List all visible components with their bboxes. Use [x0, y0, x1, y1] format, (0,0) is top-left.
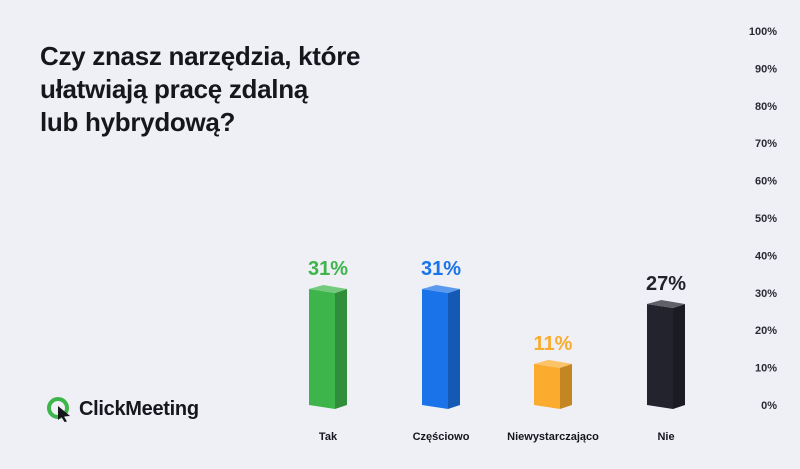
bars [309, 285, 685, 409]
bar-front-face [534, 363, 560, 409]
y-tick-label: 50% [755, 213, 777, 225]
y-tick-label: 60% [755, 176, 777, 188]
bar-front-face [309, 289, 335, 409]
brand-name: ClickMeeting [79, 397, 199, 420]
y-tick-label: 10% [755, 363, 777, 375]
y-tick-label: 0% [761, 400, 777, 412]
value-label: 27% [646, 273, 686, 295]
bar [647, 300, 685, 409]
chart-title-line: lub hybrydową? [40, 107, 236, 137]
bar-top-face [534, 359, 572, 368]
bar-front-face [422, 289, 448, 409]
value-label: 31% [421, 258, 461, 280]
bar-top-face [422, 285, 460, 294]
category-label: Tak [319, 431, 338, 443]
category-labels: Tak Częściowo Niewystarczająco Nie [319, 431, 675, 443]
value-label: 31% [308, 258, 348, 280]
bar-side-face [448, 289, 460, 409]
category-label: Nie [657, 431, 674, 443]
chart-title-line: ułatwiają pracę zdalną [40, 74, 308, 104]
brand-logo: ClickMeeting [46, 396, 199, 422]
bar-side-face [673, 304, 685, 409]
chart-title-line: Czy znasz narzędzia, które [40, 41, 361, 71]
y-tick-label: 20% [755, 325, 777, 337]
y-tick-label: 30% [755, 288, 777, 300]
category-label: Niewystarczająco [507, 431, 599, 443]
bar-side-face [335, 289, 347, 409]
y-tick-label: 90% [755, 63, 777, 75]
bar-top-face [647, 300, 685, 309]
clickmeeting-logo-icon [47, 397, 70, 422]
bar-front-face [647, 304, 673, 409]
y-tick-label: 80% [755, 101, 777, 113]
y-tick-label: 40% [755, 250, 777, 262]
bar-top-face [309, 285, 347, 294]
y-axis: 0% 10% 20% 30% 40% 50% 60% 70% 80% 90% 100% [749, 26, 777, 412]
bar [422, 285, 460, 409]
y-tick-label: 70% [755, 138, 777, 150]
y-tick-label: 100% [749, 26, 777, 38]
value-label: 11% [534, 333, 573, 355]
chart-title: Czy znasz narzędzia, które ułatwiają pra… [40, 40, 460, 139]
category-label: Częściowo [413, 431, 470, 443]
bar [534, 359, 572, 409]
value-labels: 31% 31% 11% 27% [308, 258, 686, 355]
bar-side-face [560, 363, 572, 409]
bar [309, 285, 347, 409]
